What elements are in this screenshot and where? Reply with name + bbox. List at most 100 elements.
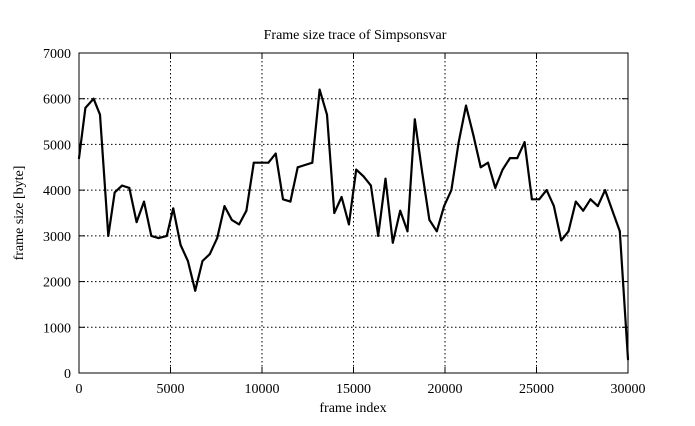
y-tick-label: 7000 — [43, 47, 71, 62]
x-tick-label: 20000 — [428, 382, 463, 397]
x-tick-label: 10000 — [245, 382, 280, 397]
data-point — [142, 200, 145, 203]
data-point — [311, 161, 314, 164]
data-point — [340, 196, 343, 198]
data-point — [472, 134, 475, 137]
data-point — [435, 230, 438, 233]
data-point — [465, 104, 468, 107]
data-point — [589, 198, 592, 201]
axis-ticks — [78, 52, 629, 374]
data-point — [369, 184, 372, 187]
data-point — [552, 205, 555, 208]
x-tick-label: 0 — [76, 382, 83, 397]
data-point — [567, 230, 570, 233]
data-point — [325, 113, 328, 116]
data-point — [560, 239, 563, 242]
data-point — [421, 170, 424, 173]
x-tick-label: 5000 — [157, 382, 185, 397]
data-point — [391, 241, 394, 244]
data-point — [252, 161, 255, 164]
x-tick-label: 30000 — [611, 382, 646, 397]
data-point — [450, 189, 453, 192]
data-point — [347, 223, 350, 226]
data-point — [121, 184, 124, 187]
data-point — [296, 166, 299, 169]
data-point — [545, 189, 548, 192]
data-point — [150, 234, 153, 237]
data-point — [618, 230, 621, 233]
data-point — [318, 88, 321, 91]
data-point — [523, 141, 526, 144]
x-tick-labels: 0 5000 10000 15000 20000 25000 30000 — [76, 382, 646, 397]
data-point — [362, 175, 365, 178]
data-point — [530, 198, 533, 201]
data-point — [516, 157, 519, 160]
data-point — [428, 218, 431, 221]
data-point — [245, 209, 248, 212]
series-line — [77, 88, 630, 361]
data-point — [92, 97, 95, 100]
data-point — [282, 198, 285, 201]
y-tick-label: 3000 — [43, 230, 71, 245]
data-point — [267, 161, 270, 164]
data-point — [487, 161, 490, 164]
data-point — [508, 157, 511, 160]
data-point — [84, 106, 87, 109]
data-point — [179, 244, 182, 246]
y-tick-label: 6000 — [43, 93, 71, 108]
series-points — [78, 88, 629, 361]
y-tick-label: 2000 — [43, 276, 71, 291]
y-tick-label: 0 — [64, 367, 71, 382]
data-point — [501, 168, 504, 171]
data-point — [223, 205, 226, 208]
data-point — [443, 205, 446, 208]
data-point — [78, 157, 80, 160]
data-point — [157, 237, 160, 240]
data-point — [457, 141, 460, 144]
data-point — [333, 212, 336, 214]
data-point — [128, 186, 131, 189]
data-point — [238, 223, 241, 226]
grid — [79, 53, 628, 373]
data-point — [107, 234, 110, 237]
y-tick-label: 5000 — [43, 138, 71, 153]
data-point — [99, 113, 102, 116]
data-point — [186, 260, 189, 262]
y-tick-label: 4000 — [43, 184, 71, 199]
data-point — [611, 209, 614, 212]
data-point — [377, 234, 380, 237]
data-point — [355, 168, 358, 171]
chart-title: Frame size trace of Simpsonsvar — [264, 28, 447, 43]
data-point — [304, 164, 307, 166]
data-point — [582, 209, 585, 212]
data-point — [208, 253, 211, 256]
data-point — [574, 200, 577, 203]
data-point — [627, 358, 629, 361]
data-point — [172, 207, 175, 210]
data-point — [384, 177, 387, 180]
data-point — [274, 152, 277, 155]
data-point — [538, 198, 541, 201]
y-tick-labels: 0 1000 2000 3000 4000 5000 6000 7000 — [43, 47, 71, 382]
data-point — [230, 218, 233, 221]
data-point — [596, 205, 599, 208]
y-axis-label: frame size [byte] — [12, 166, 27, 261]
data-point — [413, 118, 416, 121]
data-point — [479, 166, 482, 169]
y-tick-label: 1000 — [43, 321, 71, 336]
x-tick-label: 25000 — [519, 382, 554, 397]
data-point — [113, 191, 116, 194]
data-point — [201, 260, 204, 262]
data-point — [135, 221, 138, 224]
data-point — [406, 230, 409, 233]
data-point — [289, 200, 292, 203]
data-point — [165, 234, 168, 237]
data-point — [260, 161, 263, 164]
x-axis-label: frame index — [319, 401, 386, 416]
data-point — [604, 189, 607, 192]
data-point — [399, 209, 402, 212]
data-point — [494, 186, 497, 189]
x-tick-label: 15000 — [336, 382, 371, 397]
data-point — [194, 289, 197, 292]
